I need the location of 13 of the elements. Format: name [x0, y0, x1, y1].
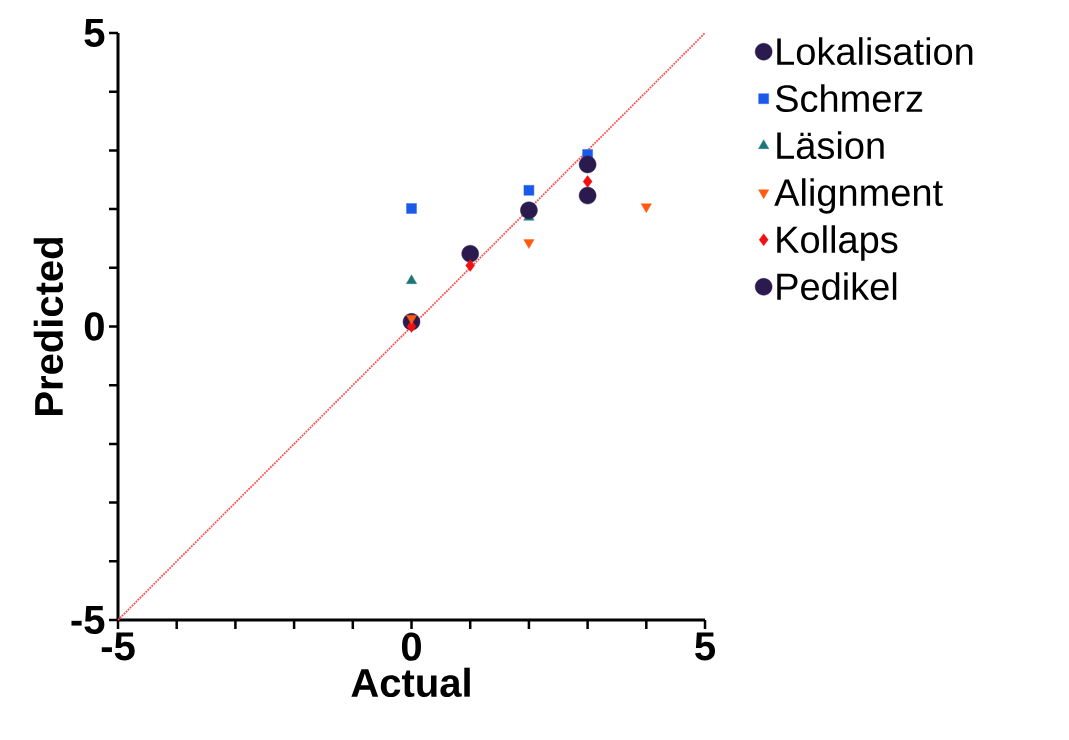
- y-tick-label: -5: [71, 606, 105, 634]
- legend-label: Pedikel: [777, 272, 897, 301]
- legend-label: Schmerz: [775, 84, 923, 113]
- x-tick-label: 0: [401, 632, 421, 661]
- y-tick-label: 5: [84, 19, 105, 47]
- x-tick-label: 5: [695, 632, 716, 661]
- legend-label: Lokalisation: [777, 37, 973, 66]
- legend-label: Alignment: [774, 178, 943, 214]
- y-axis-title: Predicted: [33, 238, 64, 415]
- legend-label: Kollaps: [777, 225, 898, 261]
- y-tick-label: 0: [84, 312, 104, 341]
- x-axis-title: Actual: [351, 667, 470, 698]
- legend-label: Läsion: [777, 131, 884, 160]
